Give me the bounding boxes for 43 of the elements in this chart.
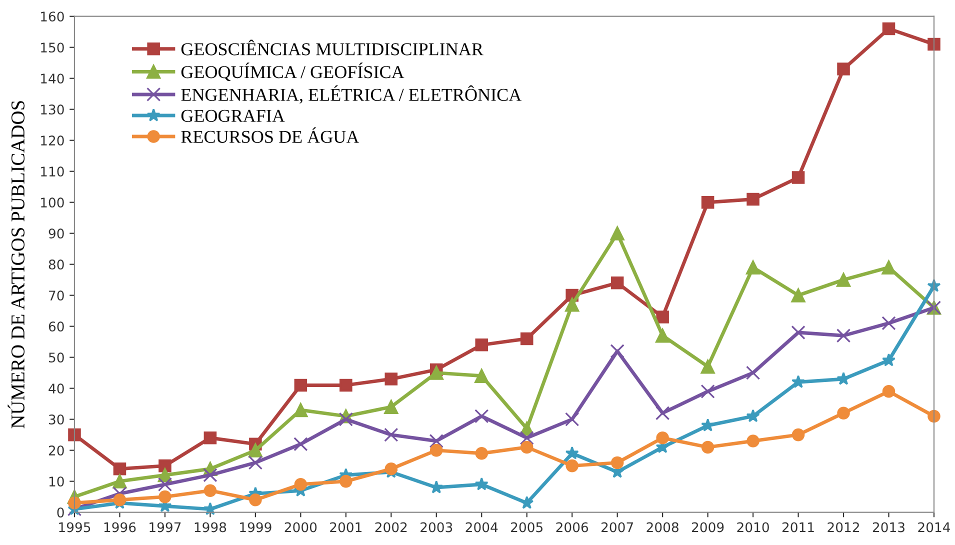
x-tick-label: 2008: [646, 522, 678, 532]
y-tick-label: 60: [48, 322, 64, 332]
y-tick-label: 0: [57, 508, 64, 518]
y-tick-label: 80: [48, 260, 64, 270]
y-tick-label: 20: [48, 446, 64, 456]
x-tick-label: 2005: [511, 522, 542, 532]
x-tick-label: 2014: [918, 522, 950, 532]
x-tick-label: 2012: [828, 522, 859, 532]
x-tick-label: 2006: [556, 522, 588, 532]
y-tick-label: 40: [48, 384, 64, 394]
y-tick-label: 30: [48, 414, 64, 425]
legend-label: RECURSOS DE ÁGUA: [181, 127, 360, 143]
legend-label: ENGENHARIA, ELÉTRICA / ELETRÔNICA: [181, 85, 522, 104]
x-tick-label: 2007: [602, 522, 633, 532]
y-tick-label: 100: [41, 198, 64, 208]
legend-label: GEOGRAFIA: [181, 110, 285, 122]
x-tick-label: 1995: [59, 522, 90, 532]
y-tick-label: 10: [49, 476, 64, 487]
y-tick-label: 150: [41, 42, 64, 53]
y-tick-label: 140: [41, 74, 64, 84]
x-tick-label: 1998: [194, 522, 226, 532]
x-tick-label: 2002: [375, 522, 407, 532]
y-tick-label: 70: [49, 290, 64, 301]
legend-label: GEOQUÍMICA / GEOFÍSICA: [181, 62, 404, 81]
y-tick-label: 110: [41, 166, 64, 177]
x-tick-label: 2009: [692, 522, 724, 532]
y-axis-title: NÚMERO DE ARTIGOS PUBLICADOS: [8, 101, 25, 428]
y-tick-label: 120: [41, 136, 64, 146]
x-tick-label: 2004: [466, 522, 498, 532]
y-tick-label: 50: [48, 352, 64, 363]
x-tick-label: 1999: [240, 522, 272, 532]
y-tick-label: 130: [41, 104, 64, 115]
x-tick-label: 2003: [420, 522, 452, 532]
y-tick-label: 90: [48, 228, 64, 239]
x-tick-label: 2000: [284, 522, 317, 532]
x-tick-label: 2013: [872, 522, 904, 532]
x-tick-label: 2011: [782, 522, 814, 532]
legend-label: GEOSCIÊNCIAS MULTIDISCIPLINAR: [181, 40, 484, 56]
x-tick-label: 1996: [104, 522, 136, 532]
x-tick-label: 2001: [330, 522, 362, 532]
x-tick-label: 2010: [737, 522, 769, 532]
x-tick-label: 1997: [150, 522, 181, 532]
y-tick-label: 160: [41, 12, 64, 22]
